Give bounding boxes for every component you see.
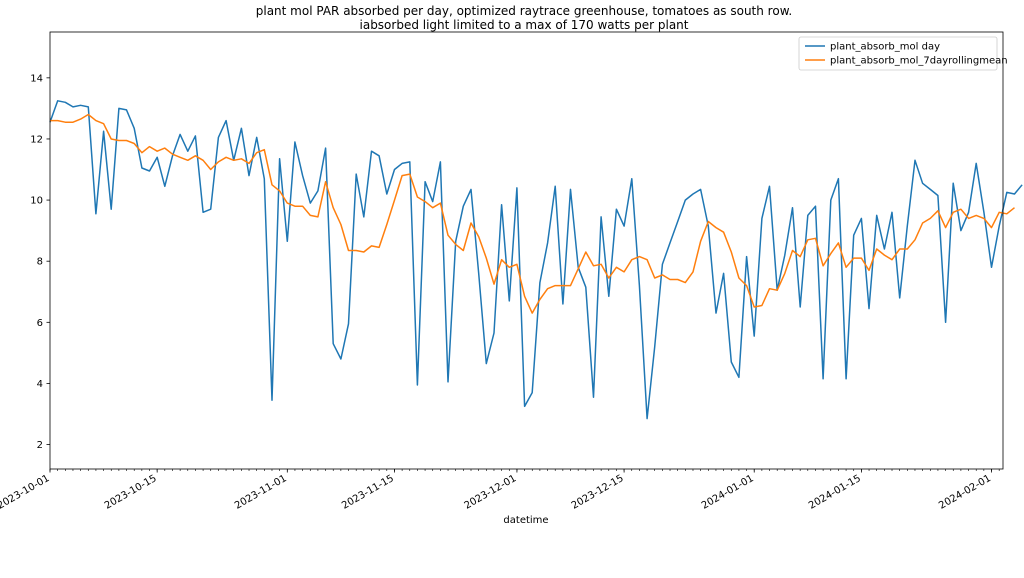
series-line-2 <box>50 113 1015 314</box>
y-tick-label: 14 <box>30 73 43 84</box>
series-line-1 <box>49 100 1023 420</box>
legend-box <box>798 36 998 71</box>
x-tick-label: 2023-10-01 <box>0 473 52 512</box>
y-tick-label: 2 <box>37 440 43 451</box>
x-tick-label: 2023-11-15 <box>340 473 396 512</box>
x-tick-label: 2023-11-01 <box>233 473 289 512</box>
y-tick-label: 8 <box>37 257 43 268</box>
x-tick-label: 2023-12-15 <box>570 473 626 512</box>
y-tick-label: 6 <box>37 318 43 329</box>
x-tick-label: 2023-10-15 <box>103 473 159 512</box>
y-tick-label: 12 <box>30 134 43 145</box>
y-tick-label: 4 <box>37 379 43 390</box>
x-tick-label: 2023-12-01 <box>463 473 519 512</box>
axes-frame <box>49 31 1004 470</box>
legend-label-2: plant_absorb_mol_7dayrollingmean <box>830 56 1008 67</box>
legend-label-1: plant_absorb_mol day <box>830 42 940 53</box>
x-tick-label: 2024-02-01 <box>937 473 993 512</box>
legend: plant_absorb_mol day plant_absorb_mol_7d… <box>798 36 1008 71</box>
chart-subtitle: iabsorbed light limited to a max of 170 … <box>360 18 689 32</box>
plot-area: 2 4 6 8 10 12 14 2023-10-01 2023-10-15 2023-11-01… <box>0 31 1023 512</box>
y-tick-label: 10 <box>30 196 43 207</box>
x-tick-label: 2024-01-15 <box>807 473 863 512</box>
x-axis-label: datetime <box>503 515 548 526</box>
chart-title: plant mol PAR absorbed per day, optimize… <box>256 4 792 18</box>
x-tick-label: 2024-01-01 <box>700 473 756 512</box>
